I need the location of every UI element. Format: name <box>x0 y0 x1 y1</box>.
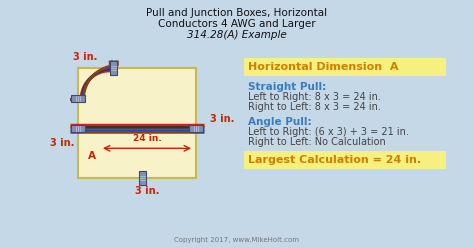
Text: Left to Right: (6 x 3) + 3 = 21 in.: Left to Right: (6 x 3) + 3 = 21 in. <box>248 127 409 137</box>
Text: Angle Pull:: Angle Pull: <box>248 117 311 127</box>
Text: Right to Left: No Calculation: Right to Left: No Calculation <box>248 137 386 147</box>
Text: Horizontal Dimension  A: Horizontal Dimension A <box>248 62 399 72</box>
Bar <box>71 95 85 102</box>
Bar <box>110 61 117 75</box>
Text: Right to Left: 8 x 3 = 24 in.: Right to Left: 8 x 3 = 24 in. <box>248 102 381 112</box>
Bar <box>189 125 203 132</box>
Text: 3 in.: 3 in. <box>50 138 74 149</box>
Text: 3 in.: 3 in. <box>135 186 159 196</box>
Text: Straight Pull:: Straight Pull: <box>248 82 326 92</box>
Text: 24 in.: 24 in. <box>133 134 161 143</box>
Text: 3 in.: 3 in. <box>73 52 97 62</box>
Text: 314.28(A) Example: 314.28(A) Example <box>187 30 287 40</box>
Bar <box>78 68 196 178</box>
Text: Copyright 2017, www.MikeHolt.com: Copyright 2017, www.MikeHolt.com <box>174 237 300 243</box>
Bar <box>139 171 146 185</box>
Bar <box>71 125 85 132</box>
Text: Left to Right: 8 x 3 = 24 in.: Left to Right: 8 x 3 = 24 in. <box>248 92 381 102</box>
FancyBboxPatch shape <box>244 151 446 169</box>
Text: Pull and Junction Boxes, Horizontal: Pull and Junction Boxes, Horizontal <box>146 8 328 18</box>
Text: A: A <box>88 151 96 161</box>
Text: Conductors 4 AWG and Larger: Conductors 4 AWG and Larger <box>158 19 316 29</box>
FancyBboxPatch shape <box>244 58 446 76</box>
Text: Largest Calculation = 24 in.: Largest Calculation = 24 in. <box>248 155 421 165</box>
Text: 3 in.: 3 in. <box>210 115 234 124</box>
